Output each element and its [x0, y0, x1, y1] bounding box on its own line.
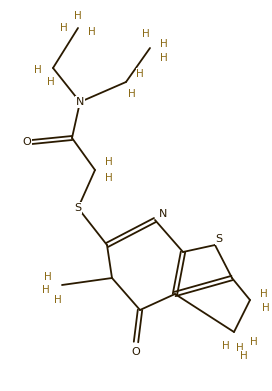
Text: H: H [42, 285, 50, 295]
Text: H: H [160, 39, 168, 49]
Text: H: H [236, 343, 244, 353]
Text: N: N [76, 97, 84, 107]
Text: O: O [23, 137, 31, 147]
Text: H: H [260, 289, 268, 299]
Text: O: O [132, 347, 140, 357]
Text: H: H [222, 341, 230, 351]
Text: H: H [34, 65, 42, 75]
Text: H: H [60, 23, 68, 33]
Text: H: H [44, 272, 52, 282]
Text: H: H [136, 69, 144, 79]
Text: H: H [47, 77, 55, 87]
Text: S: S [75, 203, 82, 213]
Text: H: H [240, 351, 248, 361]
Text: H: H [160, 53, 168, 63]
Text: N: N [159, 209, 167, 219]
Text: H: H [250, 337, 258, 347]
Text: H: H [88, 27, 96, 37]
Text: H: H [105, 173, 113, 183]
Text: H: H [54, 295, 62, 305]
Text: S: S [215, 234, 222, 244]
Text: H: H [105, 157, 113, 167]
Text: H: H [142, 29, 150, 39]
Text: H: H [128, 89, 136, 99]
Text: H: H [262, 303, 270, 313]
Text: H: H [74, 11, 82, 21]
